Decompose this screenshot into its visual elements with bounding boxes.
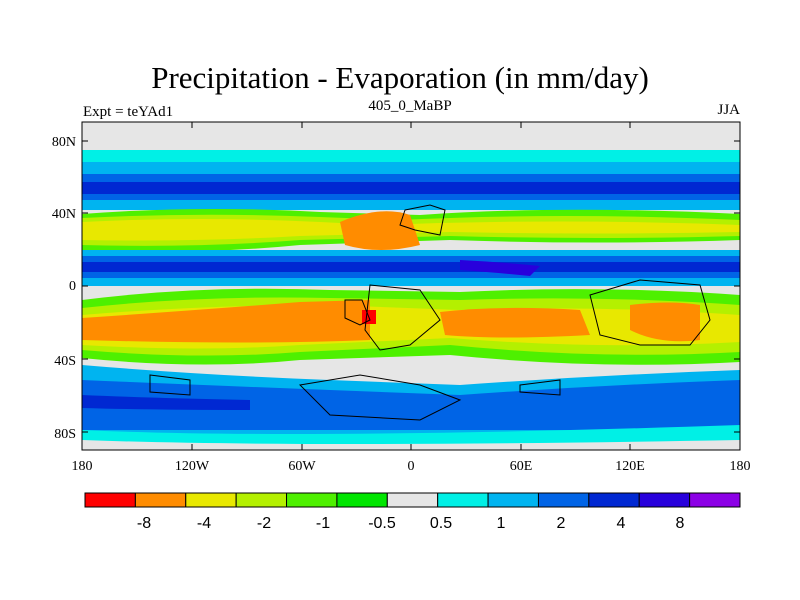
colorbar-label: 1 bbox=[497, 515, 506, 532]
colorbar-label: 8 bbox=[676, 515, 685, 532]
lat-tick-label: 80N bbox=[52, 135, 76, 150]
lat-tick-label: 40S bbox=[54, 354, 76, 369]
colorbar-label: 2 bbox=[557, 515, 566, 532]
colorbar-swatch bbox=[689, 492, 741, 508]
lon-tick-label: 120E bbox=[615, 459, 645, 474]
colorbar-label: 4 bbox=[617, 515, 626, 532]
colorbar-swatch bbox=[134, 492, 187, 508]
lon-tick-label: 180 bbox=[730, 459, 751, 474]
lat-tick-label: 40N bbox=[52, 207, 76, 222]
lat-tick-label: 80S bbox=[54, 427, 76, 442]
season-label: JJA bbox=[717, 102, 740, 118]
lon-tick-label: 120W bbox=[175, 459, 210, 474]
colorbar-swatch bbox=[185, 492, 237, 508]
colorbar-label: -8 bbox=[137, 515, 151, 532]
lat-tick-marks bbox=[82, 140, 740, 433]
colorbar bbox=[84, 492, 741, 508]
colorbar-swatch bbox=[286, 492, 338, 508]
colorbar-label: -0.5 bbox=[368, 515, 396, 532]
lon-tick-label: 0 bbox=[408, 459, 415, 474]
lon-tick-label: 60E bbox=[510, 459, 533, 474]
colorbar-label: -4 bbox=[197, 515, 211, 532]
map-title: Precipitation - Evaporation (in mm/day) bbox=[151, 60, 649, 95]
colorbar-swatch bbox=[588, 492, 640, 508]
lon-tick-marks bbox=[191, 122, 631, 450]
time-label: 405_0_MaBP bbox=[368, 98, 452, 114]
lon-tick-label: 180 bbox=[72, 459, 93, 474]
lat-tick-label: 0 bbox=[69, 279, 76, 294]
colorbar-label: 0.5 bbox=[430, 515, 452, 532]
colorbar-swatch bbox=[386, 492, 439, 508]
colorbar-swatch bbox=[638, 492, 691, 508]
colorbar-label: -1 bbox=[316, 515, 330, 532]
colorbar-swatch bbox=[84, 492, 136, 508]
colorbar-swatch bbox=[487, 492, 539, 508]
map-field bbox=[82, 122, 740, 450]
colorbar-label: -2 bbox=[257, 515, 271, 532]
colorbar-swatch bbox=[235, 492, 288, 508]
experiment-label: Expt = teYAd1 bbox=[83, 104, 174, 120]
colorbar-swatch bbox=[437, 492, 489, 508]
colorbar-swatch bbox=[336, 492, 388, 508]
lon-tick-label: 60W bbox=[288, 459, 316, 474]
colorbar-swatch bbox=[537, 492, 590, 508]
